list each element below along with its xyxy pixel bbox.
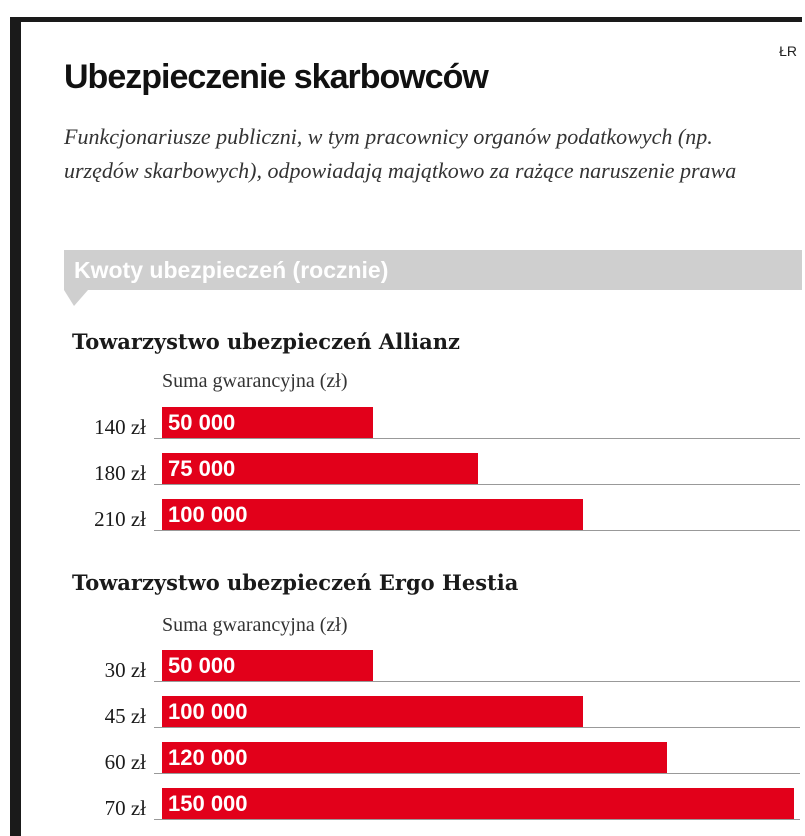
bar-value-label: 50 000 (168, 410, 236, 435)
bar: 50 000 (162, 407, 373, 438)
row-baseline (154, 819, 800, 820)
author-credit: ŁR (779, 43, 797, 59)
category-label: 70 zł (104, 796, 146, 820)
row-baseline (154, 773, 800, 774)
category-label: 180 zł (94, 461, 146, 485)
frame-top-rule (10, 17, 802, 22)
row-baseline (154, 530, 800, 531)
chart-title: Towarzystwo ubezpieczeń Ergo Hestia (72, 570, 519, 595)
category-label: 45 zł (104, 704, 146, 728)
bar: 75 000 (162, 453, 478, 484)
category-label: 30 zł (104, 658, 146, 682)
bar-value-label: 75 000 (168, 456, 236, 481)
page-subtitle: Funkcjonariusze publiczni, w tym pracown… (64, 124, 737, 183)
bar: 100 000 (162, 696, 583, 727)
row-baseline (154, 727, 800, 728)
value-axis-label: Suma gwarancyjna (zł) (162, 614, 348, 636)
section-banner-label: Kwoty ubezpieczeń (rocznie) (74, 257, 389, 283)
bar: 100 000 (162, 499, 583, 530)
value-axis-label: Suma gwarancyjna (zł) (162, 370, 348, 392)
chart-title: Towarzystwo ubezpieczeń Allianz (72, 329, 460, 354)
category-label: 140 zł (94, 415, 146, 439)
category-label: 210 zł (94, 507, 146, 531)
bar-value-label: 100 000 (168, 699, 248, 724)
banner-pointer (64, 290, 88, 306)
bar: 120 000 (162, 742, 668, 773)
bar: 50 000 (162, 650, 373, 681)
row-baseline (154, 681, 800, 682)
section-banner: Kwoty ubezpieczeń (rocznie) (64, 250, 802, 290)
row-baseline (154, 484, 800, 485)
bar-value-label: 150 000 (168, 791, 248, 816)
bar-value-label: 120 000 (168, 745, 248, 770)
category-label: 60 zł (104, 750, 146, 774)
bar-value-label: 50 000 (168, 653, 236, 678)
bar: 150 000 (162, 788, 794, 819)
frame-left-rule (10, 17, 21, 836)
page-title: Ubezpieczenie skarbowców (64, 58, 489, 96)
row-baseline (154, 438, 800, 439)
bar-value-label: 100 000 (168, 502, 248, 527)
